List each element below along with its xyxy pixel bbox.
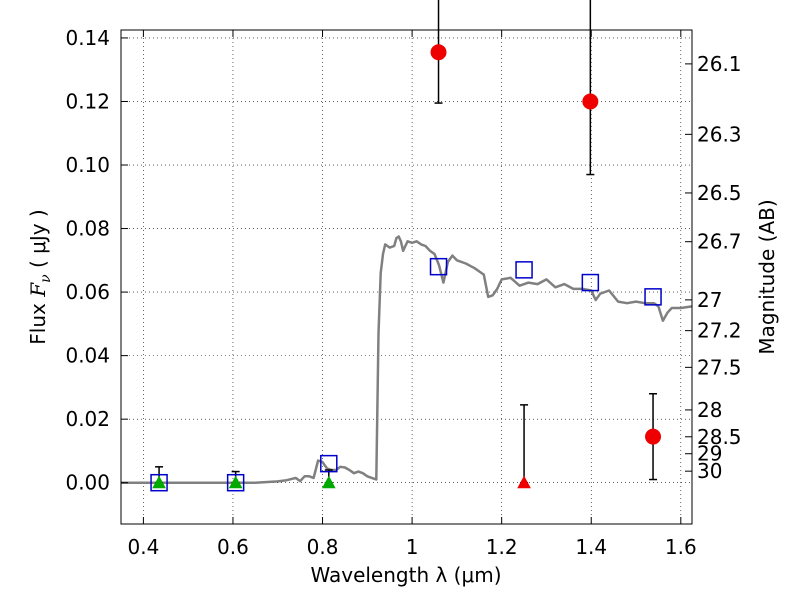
y-tick-label: 0.00 xyxy=(65,471,110,495)
y-label-subscript: ν xyxy=(38,274,54,283)
y-tick-label: 0.06 xyxy=(65,280,110,304)
mag-tick-label: 28.5 xyxy=(697,425,742,449)
plot-frame xyxy=(120,29,693,525)
y-tick-label: 0.10 xyxy=(65,153,110,177)
green-triangle-marker xyxy=(228,475,243,489)
green-triangle-marker xyxy=(321,475,336,489)
mag-tick-label: 27 xyxy=(697,288,722,312)
grid xyxy=(121,30,692,524)
x-tick-label: 0.8 xyxy=(307,535,339,559)
x-tick-label: 1.4 xyxy=(575,535,607,559)
y-tick-label: 0.02 xyxy=(65,407,110,431)
model-photometry-square xyxy=(320,454,338,473)
mag-tick-label: 26.3 xyxy=(697,122,742,146)
detection-circle-marker xyxy=(582,93,599,110)
y-axis-label: Flux Fν ( μJy ) xyxy=(26,209,54,344)
green-triangle-marker xyxy=(152,475,166,489)
mag-tick-label: 26.1 xyxy=(697,52,742,76)
model-sed-line xyxy=(121,235,693,484)
x-tick-label: 1.6 xyxy=(665,535,697,559)
x-tick-label: 1 xyxy=(406,535,419,559)
axis-ticks: 0.4 0.6 0.8 1 1.2 1.4 1.6 0.00 0.02 0.04 0.06 0.08 0… xyxy=(65,26,741,559)
y-tick-label: 0.04 xyxy=(65,344,110,368)
detection-circle-marker xyxy=(645,428,662,445)
mag-tick-label: 29 xyxy=(697,442,722,466)
mag-tick-label: 26.7 xyxy=(697,230,742,254)
red-triangle-marker xyxy=(517,475,531,489)
mag-tick-label: 27.2 xyxy=(697,319,742,343)
data-markers xyxy=(150,44,662,492)
y-tick-label: 0.08 xyxy=(65,217,110,241)
model-photometry-square xyxy=(150,473,168,492)
y-label-symbol: F xyxy=(26,282,50,298)
model-photometry-square xyxy=(226,473,245,492)
x-tick-label: 0.4 xyxy=(127,535,159,559)
x-axis-label: Wavelength λ (μm) xyxy=(310,563,501,587)
mag-tick-label: 27.5 xyxy=(697,355,742,379)
x-tick-label: 1.2 xyxy=(486,535,518,559)
y-tick-label: 0.14 xyxy=(65,26,110,50)
model-sed-series xyxy=(121,235,693,484)
mag-tick-label: 26.5 xyxy=(697,181,742,205)
model-photometry-square xyxy=(515,261,533,279)
model-photometry-square xyxy=(429,257,448,276)
y2-axis-label: Magnitude (AB) xyxy=(755,199,779,354)
y-tick-label: 0.12 xyxy=(65,89,110,113)
y-label-suffix: ( μJy ) xyxy=(26,209,50,274)
model-photometry-square xyxy=(581,273,600,292)
detection-circle-marker xyxy=(430,44,447,61)
error-bars xyxy=(155,0,658,484)
x-tick-label: 0.6 xyxy=(217,535,249,559)
model-photometry-square xyxy=(644,288,662,306)
mag-tick-label: 28 xyxy=(697,398,722,422)
y-label-prefix: Flux xyxy=(26,297,50,345)
mag-tick-label: 30 xyxy=(697,459,722,483)
